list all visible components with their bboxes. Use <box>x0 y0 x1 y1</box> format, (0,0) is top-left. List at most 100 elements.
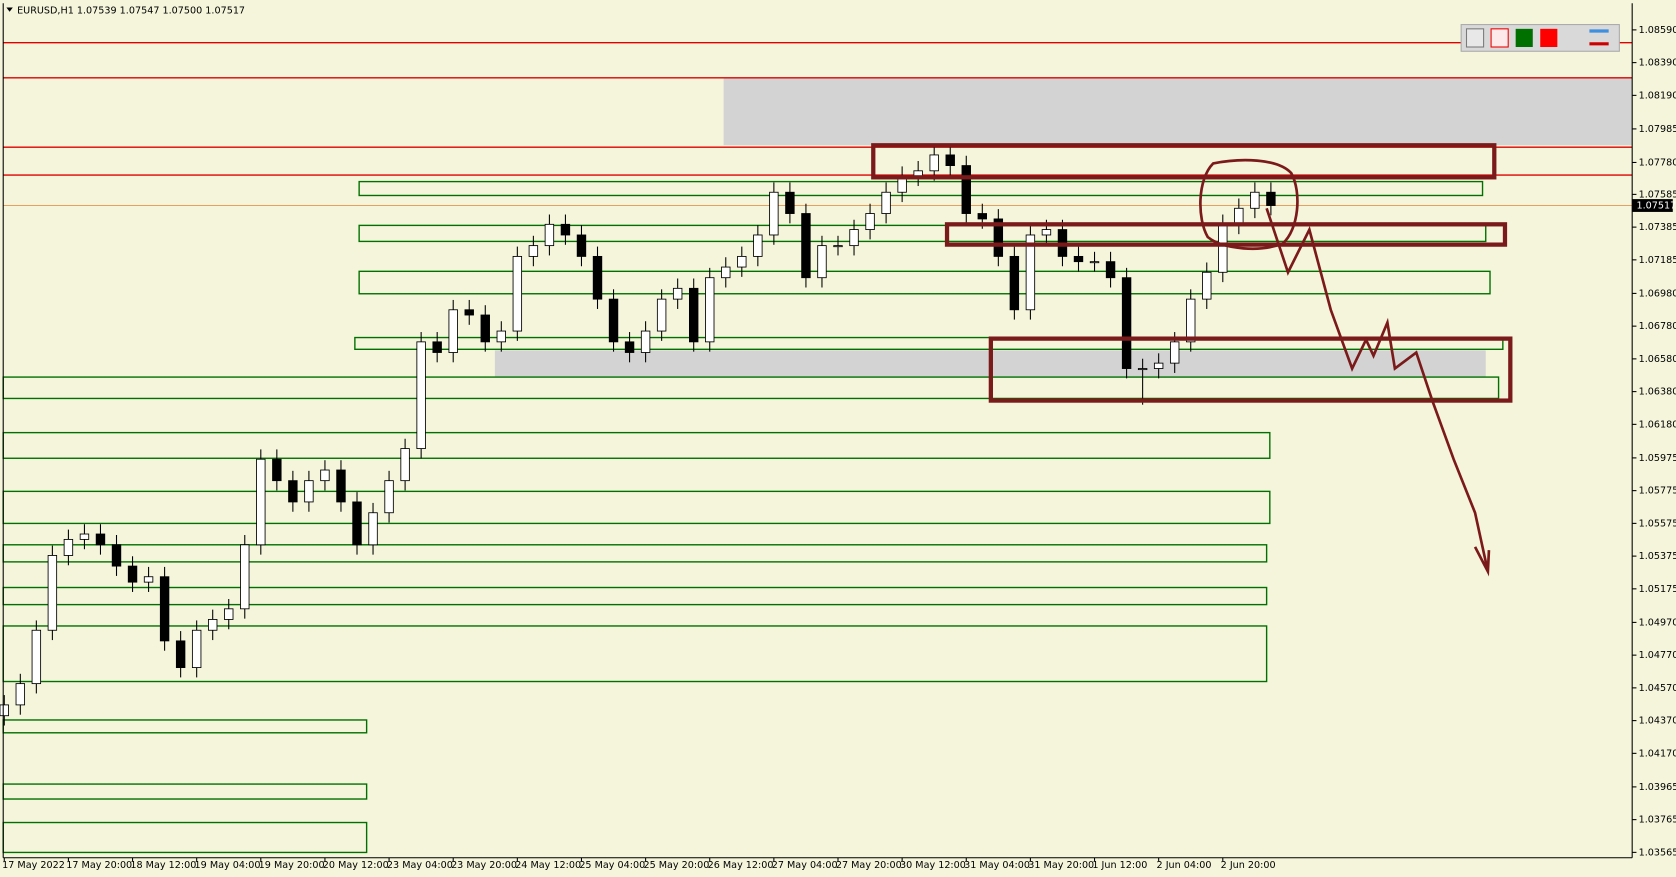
x-tick-label: 2 Jun 20:00 <box>1221 860 1276 871</box>
x-tick-label: 31 May 20:00 <box>1028 860 1094 871</box>
candle-body <box>400 448 410 482</box>
axes: 1.08590 1.08390 1.08190 1.07985 1.07780 1.075… <box>2 25 1676 871</box>
candle-body <box>1218 223 1228 273</box>
zones <box>2 77 1633 854</box>
y-tick-label: 1.04970 <box>1639 617 1676 628</box>
x-tick-label: 17 May 20:00 <box>66 860 132 871</box>
candle-body <box>640 330 651 353</box>
y-tick-label: 1.08590 <box>1639 25 1676 36</box>
menu-triangle[interactable] <box>6 7 13 12</box>
color-box[interactable] <box>1490 28 1509 48</box>
y-tick-label: 1.04170 <box>1639 748 1676 759</box>
candle-body <box>929 154 939 172</box>
candle-body <box>432 341 442 353</box>
candle-body <box>31 629 42 685</box>
candle-body <box>1105 261 1116 279</box>
candles <box>0 145 1276 726</box>
candle-body <box>0 704 9 717</box>
color-box[interactable] <box>1515 28 1533 48</box>
last-price-box <box>1632 199 1673 212</box>
x-tick-label: 20 May 12:00 <box>323 860 389 871</box>
candle-body <box>384 480 394 514</box>
y-tick-label: 1.06380 <box>1639 387 1676 398</box>
candle-body <box>1250 191 1260 209</box>
y-tick-label: 1.03965 <box>1639 782 1676 793</box>
gray-zone <box>723 77 1633 146</box>
candle-body <box>480 314 490 343</box>
x-tick-label: 24 May 12:00 <box>515 860 581 871</box>
color-box[interactable] <box>1540 28 1558 48</box>
candle-body <box>1234 207 1244 225</box>
candle-body <box>63 538 74 556</box>
candle-body <box>111 544 122 567</box>
toolbar <box>1460 24 1620 52</box>
y-tick-label: 1.07585 <box>1639 189 1676 200</box>
candle-body <box>1089 261 1100 264</box>
candle-body <box>47 555 58 631</box>
candle-body <box>624 341 635 353</box>
x-tick-label: 2 Jun 04:00 <box>1157 860 1212 871</box>
x-tick-label: 1 Jun 12:00 <box>1092 860 1147 871</box>
candle-body <box>576 234 587 257</box>
candle-body <box>256 458 266 546</box>
candle-body <box>1266 191 1276 206</box>
candle-body <box>320 469 330 482</box>
candle-body <box>865 213 875 230</box>
candle-body <box>224 608 234 620</box>
y-tick-label: 1.07385 <box>1639 222 1676 233</box>
candle-body <box>512 255 523 332</box>
candle-body <box>1153 362 1164 369</box>
candle-body <box>352 501 362 546</box>
candle-body <box>496 330 507 343</box>
candle-body <box>464 309 474 316</box>
candle-body <box>127 565 138 583</box>
x-tick-label: 17 May 2022 <box>2 860 65 871</box>
candle-body <box>79 533 90 540</box>
candle-body <box>159 576 170 642</box>
annotations <box>871 143 1513 577</box>
candle-body <box>1137 368 1148 371</box>
candle-body <box>1121 277 1132 369</box>
candle-body <box>175 640 186 669</box>
candle-body <box>143 576 154 583</box>
candle-body <box>1202 271 1212 300</box>
candle-body <box>15 683 26 706</box>
color-box[interactable] <box>1465 28 1485 48</box>
red-box <box>988 336 1513 403</box>
candle-body <box>881 191 891 214</box>
candle-body <box>528 245 539 257</box>
x-tick-label: 31 May 04:00 <box>964 860 1030 871</box>
y-tick-label: 1.06580 <box>1639 354 1676 365</box>
red-arrow <box>1265 207 1491 577</box>
candle-body <box>1041 229 1052 236</box>
x-tick-label: 18 May 12:00 <box>130 860 196 871</box>
y-tick-label: 1.07780 <box>1639 157 1676 168</box>
candle-body <box>688 287 699 343</box>
y-tick-label: 1.05375 <box>1639 551 1676 562</box>
green-zone <box>354 336 1504 350</box>
x-tick-label: 19 May 20:00 <box>259 860 325 871</box>
y-tick-label: 1.08190 <box>1639 90 1676 101</box>
candle-body <box>1009 255 1020 311</box>
candle-body <box>288 480 298 503</box>
candle-body <box>753 234 763 257</box>
levels <box>3 41 1633 207</box>
x-tick-label: 25 May 04:00 <box>579 860 645 871</box>
y-tick-label: 1.05775 <box>1639 486 1676 497</box>
candle-body <box>801 213 811 279</box>
candle-body <box>368 512 378 546</box>
y-tick-label: 1.05575 <box>1639 518 1676 529</box>
green-zone <box>358 270 1491 295</box>
x-tick-label: 19 May 04:00 <box>195 860 261 871</box>
y-tick-label: 1.04770 <box>1639 650 1676 661</box>
y-tick-label: 1.08390 <box>1639 58 1676 69</box>
red-circle <box>1199 158 1299 251</box>
candle-body <box>191 629 202 669</box>
candle-body <box>785 191 795 214</box>
y-tick-label: 1.03565 <box>1639 847 1676 858</box>
candle-body <box>560 223 571 236</box>
green-zone <box>358 224 1487 243</box>
candle-body <box>416 341 426 450</box>
candle-body <box>817 245 827 279</box>
